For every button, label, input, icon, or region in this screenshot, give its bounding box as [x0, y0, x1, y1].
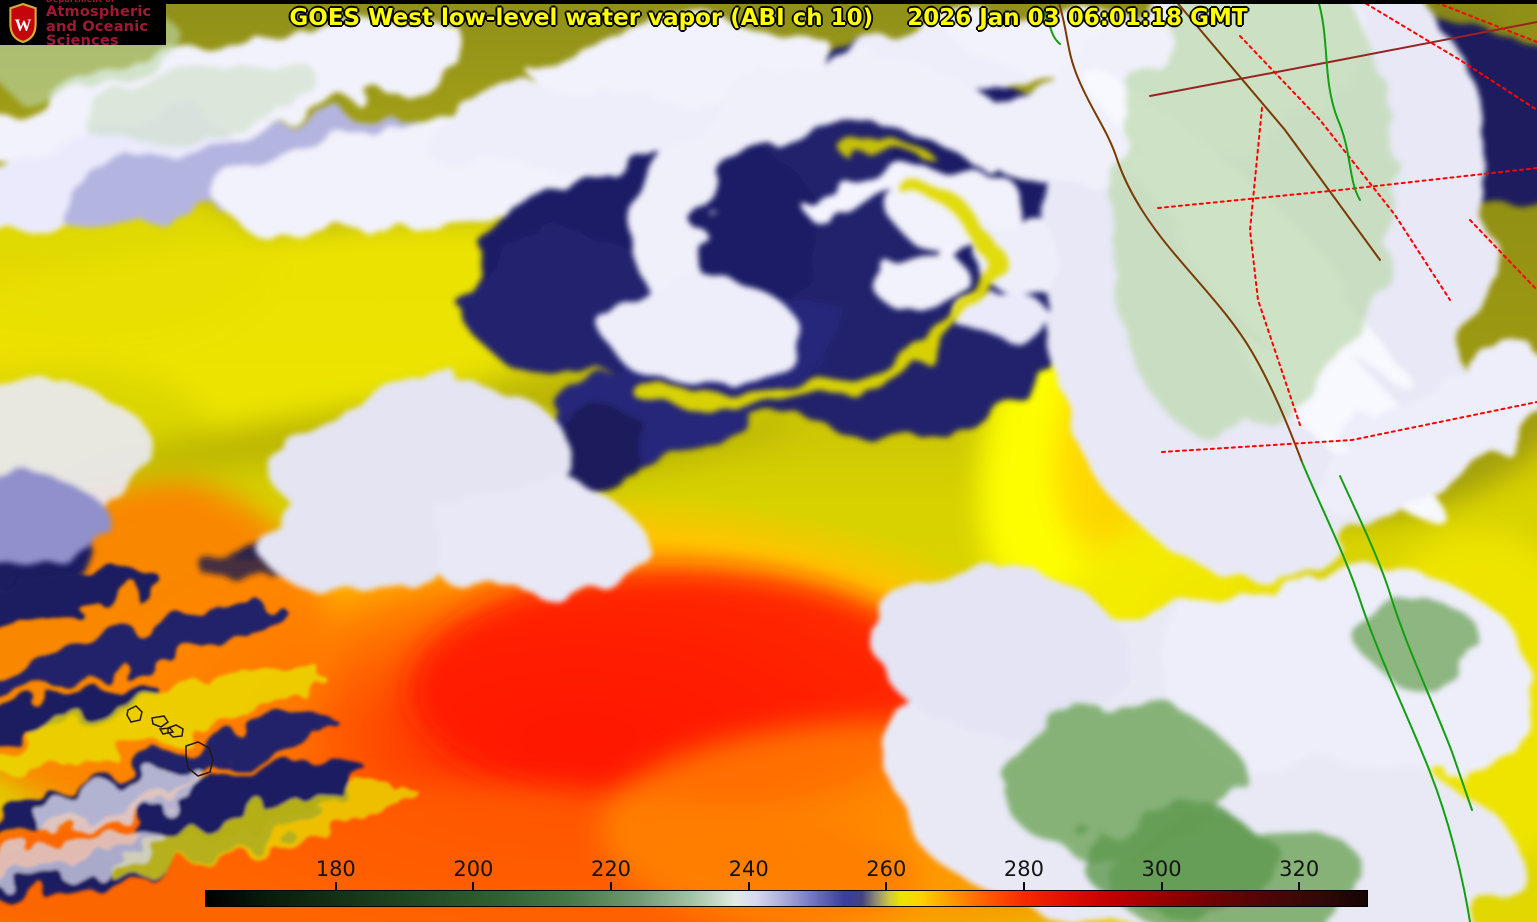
water-lines [1039, 0, 1473, 922]
colorbar-tick: 200 [453, 857, 493, 890]
trade-cumulus-streaks [0, 569, 415, 903]
colorbar-tick: 260 [866, 857, 906, 890]
colorbar-tick-label: 320 [1279, 857, 1320, 881]
green-cloud-tints [0, 0, 1480, 922]
logo-dept-prefix: Department of [46, 0, 166, 4]
uw-crest-icon: W [9, 2, 37, 43]
logo-text: Department of Atmospheric and Oceanic Sc… [46, 0, 166, 49]
logo-line2: and Oceanic Sciences [46, 18, 149, 50]
crest-letter: W [15, 15, 32, 34]
logo-line1: Atmospheric [46, 4, 152, 21]
colorbar-tick-label: 200 [453, 857, 494, 881]
colorbar-tick-label: 180 [315, 857, 356, 881]
coastline [1057, 0, 1303, 463]
product-title: GOES West low-level water vapor (ABI ch … [289, 5, 874, 31]
state-border [1174, 0, 1381, 261]
uw-aos-logo: W Department of Atmospheric and Oceanic … [0, 0, 166, 49]
colorbar-tick-label: 260 [866, 857, 907, 881]
colorbar-tick-label: 240 [728, 857, 769, 881]
colorbar-tick-label: 280 [1003, 857, 1044, 881]
hawaii-outline [126, 705, 214, 777]
timestamp: 2026 Jan 03 06:01:18 GMT [907, 5, 1248, 31]
colorbar-tick: 300 [1142, 857, 1182, 890]
colorbar-tick-label: 220 [590, 857, 632, 881]
image-title-bar: GOES West low-level water vapor (ABI ch … [0, 5, 1537, 31]
colorbar-tick: 180 [316, 857, 356, 890]
colorbar-tick: 320 [1279, 857, 1319, 890]
colorbar-gradient [205, 890, 1368, 907]
colorbar: 180 200 220 240 260 280 300 320 [205, 856, 1368, 910]
cyclone-yellow-filament [632, 136, 997, 410]
solid-boundary-line [1149, 21, 1537, 97]
colorbar-tick: 240 [729, 857, 769, 890]
colorbar-tick: 280 [1004, 857, 1044, 890]
top-border [0, 0, 1537, 4]
county-lines [1157, 0, 1537, 453]
map-boundary-overlay [126, 0, 1537, 922]
colorbar-tick-label: 300 [1141, 857, 1182, 881]
colorbar-tick: 220 [591, 857, 631, 890]
